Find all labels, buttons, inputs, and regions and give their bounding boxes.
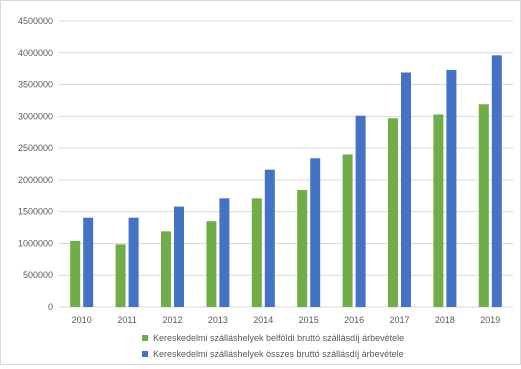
x-tick-label: 2011 <box>117 315 136 325</box>
bar-chart: 0 500000 1000000 1500000 2000000 2500000 30000… <box>18 16 513 359</box>
bar-belfoldi-2015 <box>297 190 308 307</box>
bar-osszes-2016 <box>355 115 366 307</box>
bar-belfoldi-2012 <box>161 231 171 307</box>
bar-osszes-2011 <box>128 217 139 307</box>
y-tick-label: 4500000 <box>18 16 53 26</box>
gridlines <box>59 20 513 308</box>
bar-belfoldi-2018 <box>433 114 444 307</box>
bar-belfoldi-2016 <box>342 154 353 307</box>
y-tick-label: 3500000 <box>18 80 53 90</box>
x-tick-label: 2018 <box>435 315 455 325</box>
x-tick-label: 2014 <box>253 315 273 325</box>
y-tick-label: 500000 <box>23 270 53 280</box>
bar-belfoldi-2017 <box>388 118 398 308</box>
legend-label: Kereskedelmi szálláshelyek belföldi brut… <box>153 333 404 343</box>
bar-belfoldi-2011 <box>115 244 126 307</box>
x-tick-label: 2013 <box>208 315 228 325</box>
bar-osszes-2012 <box>174 206 184 307</box>
y-tick-label: 4000000 <box>18 48 53 58</box>
x-tick-label: 2015 <box>299 315 319 325</box>
legend-swatch <box>142 335 148 341</box>
legend-swatch <box>142 351 148 357</box>
y-tick-label: 2500000 <box>18 143 53 153</box>
bar-belfoldi-2010 <box>70 240 81 307</box>
bar-belfoldi-2014 <box>251 198 262 307</box>
bar-osszes-2015 <box>310 158 321 307</box>
bar-belfoldi-2013 <box>206 221 217 307</box>
x-tick-label: 2016 <box>344 315 364 325</box>
x-tick-label: 2010 <box>72 315 92 325</box>
y-tick-label: 1000000 <box>18 238 53 248</box>
bar-osszes-2017 <box>401 72 411 307</box>
legend-label: Kereskedelmi szálláshelyek összes bruttó… <box>153 349 404 359</box>
y-tick-label: 1500000 <box>18 207 53 217</box>
bar-osszes-2018 <box>446 69 457 307</box>
x-axis: 2010 2011 2012 2013 2014 2015 2016 2017 2018 2019 <box>72 315 501 325</box>
bars <box>70 55 502 308</box>
x-tick-label: 2019 <box>480 315 500 325</box>
legend: Kereskedelmi szálláshelyek belföldi brut… <box>142 333 404 359</box>
bar-osszes-2013 <box>219 198 230 307</box>
y-tick-label: 3000000 <box>18 111 53 121</box>
y-tick-label: 2000000 <box>18 175 53 185</box>
bar-osszes-2014 <box>264 169 275 307</box>
x-tick-label: 2017 <box>389 315 409 325</box>
y-axis: 0 500000 1000000 1500000 2000000 2500000 30000… <box>18 16 53 312</box>
x-tick-label: 2012 <box>162 315 182 325</box>
bar-osszes-2019 <box>491 55 502 307</box>
bar-belfoldi-2019 <box>478 104 489 307</box>
bar-osszes-2010 <box>83 217 94 307</box>
y-tick-label: 0 <box>48 302 53 312</box>
